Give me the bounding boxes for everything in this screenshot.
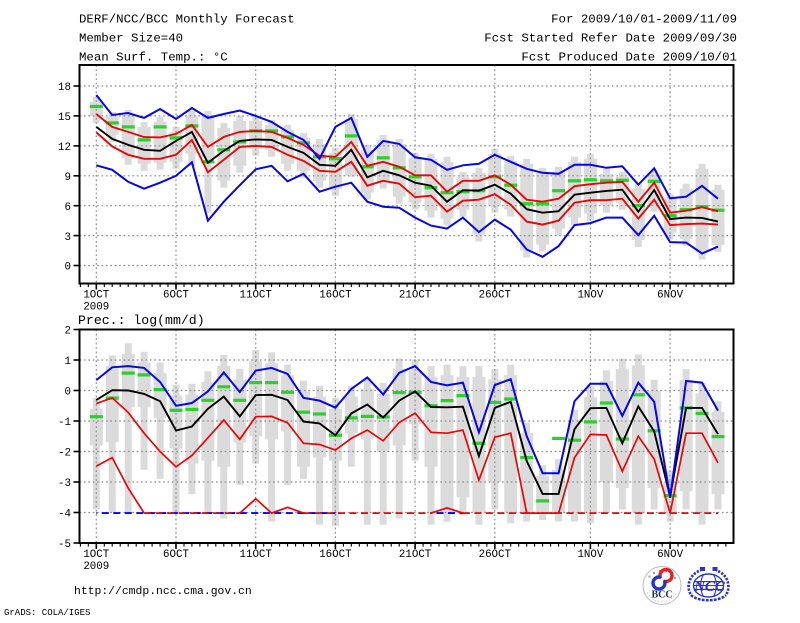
svg-text:3: 3 — [65, 232, 71, 244]
svg-text:1NOV: 1NOV — [577, 290, 603, 302]
svg-text:15: 15 — [58, 112, 71, 124]
svg-text:Fcst Started Refer Date 2009/0: Fcst Started Refer Date 2009/09/30 — [484, 32, 737, 46]
svg-text:http://cmdp.ncc.cma.gov.cn: http://cmdp.ncc.cma.gov.cn — [74, 586, 252, 598]
svg-text:1: 1 — [65, 356, 71, 368]
svg-text:26OCT: 26OCT — [479, 549, 512, 561]
svg-text:1OCT: 1OCT — [83, 549, 109, 561]
svg-text:26OCT: 26OCT — [479, 290, 512, 302]
svg-text:0: 0 — [65, 387, 71, 399]
svg-text:6: 6 — [65, 202, 71, 214]
svg-text:Member Size=40: Member Size=40 — [79, 32, 183, 46]
svg-text:11OCT: 11OCT — [239, 290, 272, 302]
svg-text:1NOV: 1NOV — [577, 549, 603, 561]
svg-text:-2: -2 — [58, 448, 71, 460]
svg-text:9: 9 — [65, 172, 71, 184]
svg-text:-5: -5 — [58, 539, 71, 551]
svg-text:6OCT: 6OCT — [163, 290, 189, 302]
svg-text:1OCT: 1OCT — [83, 290, 109, 302]
svg-text:18: 18 — [58, 82, 71, 94]
svg-text:6NOV: 6NOV — [657, 290, 683, 302]
svg-text:16OCT: 16OCT — [319, 290, 352, 302]
svg-text:NCC: NCC — [693, 579, 726, 595]
svg-text:-4: -4 — [58, 509, 71, 521]
svg-text:Prec.: log(mm/d): Prec.: log(mm/d) — [78, 313, 205, 328]
svg-text:21OCT: 21OCT — [399, 290, 432, 302]
svg-text:-3: -3 — [58, 478, 71, 490]
svg-text:DERF/NCC/BCC Monthly Forecast: DERF/NCC/BCC Monthly Forecast — [79, 13, 295, 27]
svg-text:11OCT: 11OCT — [239, 549, 272, 561]
svg-text:6NOV: 6NOV — [657, 549, 683, 561]
svg-text:GrADS: COLA/IGES: GrADS: COLA/IGES — [4, 608, 90, 618]
svg-text:21OCT: 21OCT — [399, 549, 432, 561]
svg-text:-1: -1 — [58, 417, 71, 429]
svg-text:6OCT: 6OCT — [163, 549, 189, 561]
svg-text:12: 12 — [58, 142, 71, 154]
svg-text:BCC: BCC — [651, 589, 672, 600]
svg-text:0: 0 — [65, 262, 71, 274]
svg-text:Mean Surf. Temp.: °C: Mean Surf. Temp.: °C — [79, 51, 228, 65]
svg-text:2: 2 — [65, 326, 71, 338]
svg-text:2009: 2009 — [83, 302, 109, 314]
svg-text:2009: 2009 — [83, 561, 109, 573]
svg-text:16OCT: 16OCT — [319, 549, 352, 561]
svg-text:Fcst Produced Date 2009/10/01: Fcst Produced Date 2009/10/01 — [521, 51, 737, 65]
svg-text:For 2009/10/01-2009/11/09: For 2009/10/01-2009/11/09 — [551, 13, 737, 27]
